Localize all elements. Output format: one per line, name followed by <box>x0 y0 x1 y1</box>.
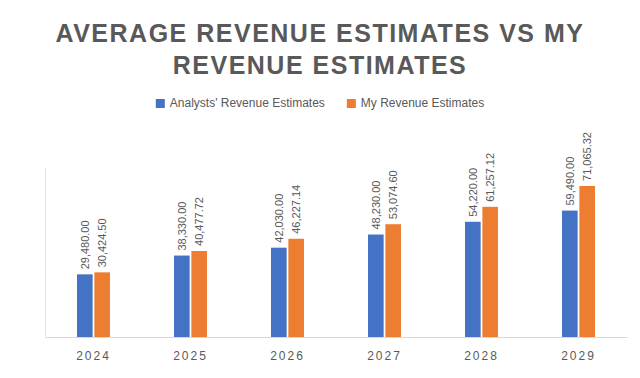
bar <box>385 224 401 337</box>
data-label: 61,257.12 <box>484 153 496 202</box>
data-label: 42,030.00 <box>273 194 285 243</box>
data-label: 48,230.00 <box>370 181 382 230</box>
bar <box>368 235 384 337</box>
bar <box>482 207 498 337</box>
x-tick: 2026 <box>270 337 305 363</box>
data-label: 59,490.00 <box>564 157 576 206</box>
x-tick-label: 2025 <box>173 349 208 363</box>
x-tick: 2027 <box>367 337 402 363</box>
bar <box>288 239 304 337</box>
bar <box>579 186 595 337</box>
data-label: 29,480.00 <box>79 220 91 269</box>
x-tick: 2028 <box>464 337 499 363</box>
data-label: 46,227.14 <box>290 185 302 234</box>
x-tick-label: 2029 <box>561 349 596 363</box>
data-label: 53,074.60 <box>387 170 399 219</box>
bars <box>77 186 595 337</box>
legend-item: Analysts' Revenue Estimates <box>156 96 325 110</box>
bar <box>174 256 190 337</box>
x-tick-label: 2027 <box>367 349 402 363</box>
y-axis <box>45 168 46 338</box>
x-tick: 2024 <box>76 337 111 363</box>
bar <box>465 222 481 337</box>
chart-title-line: AVERAGE REVENUE ESTIMATES VS MY <box>56 19 585 47</box>
chart-title: AVERAGE REVENUE ESTIMATES VS MY REVENUE E… <box>56 19 585 79</box>
legend-swatch <box>347 99 356 108</box>
data-label: 30,424.50 <box>96 218 108 267</box>
legend-swatch <box>156 99 165 108</box>
data-label: 40,477.72 <box>193 197 205 246</box>
x-axis: 2024 2025 2026 2027 2028 2029 <box>46 337 628 363</box>
background <box>0 0 640 378</box>
x-tick-label: 2028 <box>464 349 499 363</box>
legend-item: My Revenue Estimates <box>347 96 484 110</box>
x-axis-line <box>46 337 628 338</box>
bar <box>77 274 93 337</box>
x-tick-label: 2024 <box>76 349 111 363</box>
bar <box>94 272 110 337</box>
bar <box>271 248 287 337</box>
x-tick: 2025 <box>173 337 208 363</box>
y-axis-line <box>45 168 46 338</box>
x-tick-label: 2026 <box>270 349 305 363</box>
data-label: 54,220.00 <box>467 168 479 217</box>
legend-label: My Revenue Estimates <box>361 96 484 110</box>
chart-title-line: REVENUE ESTIMATES <box>173 51 468 79</box>
legend-label: Analysts' Revenue Estimates <box>170 96 325 110</box>
legend: Analysts' Revenue Estimates My Revenue Es… <box>156 96 484 110</box>
data-label: 71,065.32 <box>581 132 593 181</box>
data-labels: 29,480.00 38,330.00 42,030.00 48,230.00 54,2… <box>79 132 593 269</box>
x-tick: 2029 <box>561 337 596 363</box>
bar <box>191 251 207 337</box>
data-label: 38,330.00 <box>176 202 188 251</box>
bar <box>562 211 578 337</box>
